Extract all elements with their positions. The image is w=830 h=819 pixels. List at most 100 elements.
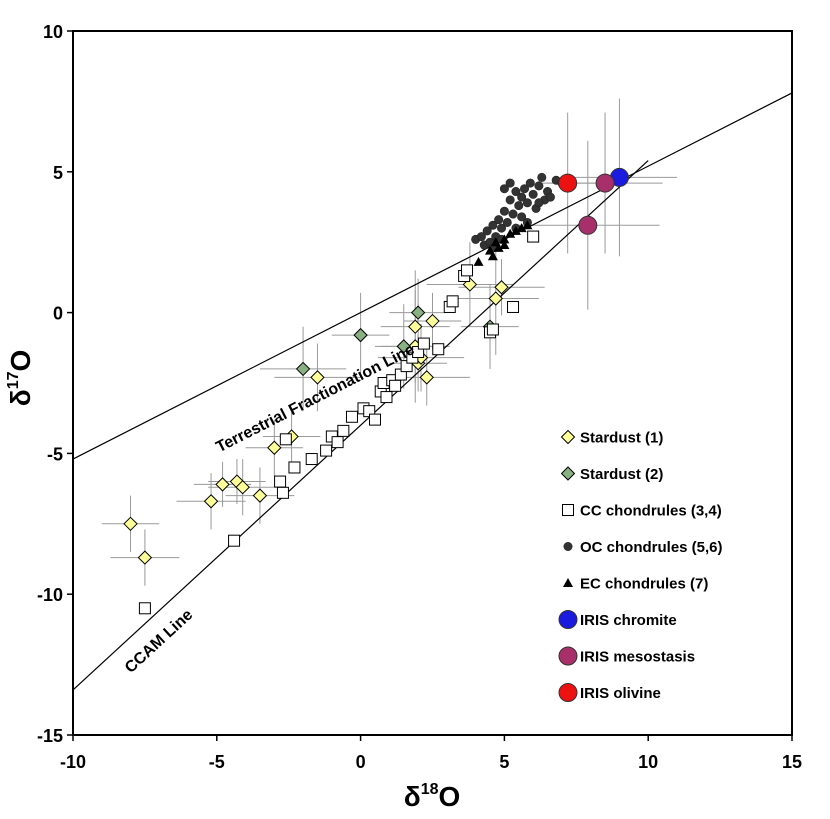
oc-chondrules-5-6-point	[476, 232, 486, 242]
ticks-layer: -10 -5 0 5 10 15 10 5 0 -5 -10 -15	[37, 22, 802, 772]
cc-chondrules-3-4-point	[331, 436, 344, 449]
cc-chondrules-3-4-point	[274, 475, 287, 488]
legend: Stardust (1) Stardust (2) CC chondrules (3…	[558, 429, 723, 702]
ec-chondrules-7-point	[473, 256, 484, 266]
cc-chondrules-3-4-point	[461, 264, 474, 277]
legend-marker-iris-chromite	[558, 610, 578, 629]
y-tick-label: -15	[37, 726, 63, 746]
oc-chondrules-5-6-point	[517, 192, 527, 202]
ec-chondrules-7-point	[505, 228, 516, 238]
cc-chondrules-3-4-point	[432, 343, 445, 356]
x-axis-title: δ18O	[404, 781, 461, 812]
y-axis-title: δ17O	[5, 350, 36, 407]
cc-chondrules-3-4-point	[486, 323, 499, 336]
stardust-2-point	[295, 361, 311, 377]
iris-mesostasis-point	[578, 215, 598, 235]
oc-chondrules-5-6-point	[534, 181, 544, 191]
ec-chondrules-7-point	[516, 223, 527, 233]
legend-label-iris-olivine: IRIS olivine	[580, 685, 661, 702]
legend-label-stardust-1: Stardust (1)	[580, 430, 663, 447]
oc-chondrules-5-6-point	[482, 226, 492, 236]
cc-chondrules-3-4-point	[138, 602, 151, 615]
y-tick-label: 5	[53, 163, 63, 183]
cc-chondrules-3-4-point	[345, 410, 358, 423]
oc-chondrules-5-6-point	[505, 195, 515, 205]
legend-label-ec-chondrules-7: EC chondrules (7)	[580, 576, 708, 593]
cc-chondrules-3-4-point	[527, 230, 540, 243]
y-tick-label: 10	[43, 22, 63, 42]
oc-chondrules-5-6-point	[497, 223, 507, 233]
stardust-1-point	[310, 370, 325, 385]
cc-chondrules-3-4-point	[337, 424, 350, 437]
stardust-1-point	[215, 477, 230, 492]
stardust-1-point	[235, 479, 250, 495]
oc-chondrules-5-6-point	[517, 212, 527, 222]
oc-chondrules-5-6-point	[502, 217, 512, 227]
legend-marker-iris-olivine	[558, 683, 578, 702]
x-tick-label: -10	[60, 752, 86, 772]
cc-chondrules-3-4-point	[288, 461, 301, 474]
x-tick-label: -5	[209, 752, 225, 772]
legend-label-iris-mesostasis: IRIS mesostasis	[580, 649, 695, 666]
cc-chondrules-3-4-point	[380, 391, 393, 404]
legend-marker-iris-mesostasis	[558, 646, 578, 666]
stardust-1-point	[419, 370, 434, 385]
x-tick-label: 10	[638, 752, 658, 772]
stardust-1-point	[252, 488, 268, 503]
oc-chondrules-5-6-point	[520, 184, 530, 194]
stardust-1-point	[137, 550, 153, 565]
stardust-1-point	[494, 280, 509, 295]
stardust-1-point	[488, 291, 503, 306]
oc-chondrules-5-6-point	[522, 198, 532, 208]
legend-marker-ec-chondrules-7	[563, 578, 573, 587]
oc-chondrules-5-6-point	[499, 184, 509, 194]
x-tick-label: 5	[499, 752, 509, 772]
oc-chondrules-5-6-point	[488, 220, 498, 230]
oc-chondrules-5-6-point	[505, 178, 515, 188]
ec-chondrules-7-point	[522, 220, 533, 230]
cc-chondrules-3-4-point	[228, 534, 241, 547]
terrestrial-fractionation-line	[72, 92, 793, 460]
ccam-line	[72, 160, 649, 691]
y-tick-label: 0	[53, 304, 63, 324]
oc-chondrules-5-6-point	[525, 178, 535, 188]
legend-marker-cc-chondrules-3-4	[562, 504, 574, 516]
cc-chondrules-3-4-point	[305, 453, 318, 466]
iris-olivine-point	[558, 173, 578, 193]
reference-lines-layer	[72, 92, 793, 691]
stardust-1-point	[203, 494, 219, 509]
legend-marker-stardust-2	[560, 466, 576, 481]
oc-chondrules-5-6-point	[534, 198, 544, 208]
cc-chondrules-3-4-point	[276, 486, 289, 499]
ec-chondrules-7-point	[510, 225, 521, 235]
cc-chondrules-3-4-point	[417, 337, 430, 350]
stardust-2-point	[396, 339, 411, 354]
ccam-line-label: CCAM Line	[122, 606, 196, 676]
stardust-2-point	[410, 305, 426, 320]
ec-chondrules-7-point	[487, 251, 498, 261]
y-tick-label: -5	[47, 444, 63, 464]
legend-label-cc-chondrules-3-4: CC chondrules (3,4)	[580, 503, 722, 520]
ec-chondrules-7-point	[499, 240, 510, 250]
legend-label-oc-chondrules-5-6: OC chondrules (5,6)	[580, 539, 723, 556]
y-tick-label: -10	[37, 585, 63, 605]
stardust-1-point	[425, 313, 440, 329]
oc-chondrules-5-6-point	[537, 172, 547, 182]
ec-chondrules-7-point	[493, 242, 504, 252]
oc-chondrules-5-6-point	[494, 215, 504, 225]
iris-mesostasis-point	[595, 173, 615, 193]
data-points-layer	[123, 167, 629, 615]
stardust-1-point	[267, 440, 282, 455]
legend-marker-oc-chondrules-5-6	[563, 541, 573, 551]
cc-chondrules-3-4-point	[446, 295, 459, 308]
legend-marker-stardust-1	[560, 429, 576, 445]
stardust-1-point	[408, 319, 423, 334]
cc-chondrules-3-4-point	[389, 379, 402, 392]
oc-chondrules-5-6-point	[545, 192, 555, 202]
oc-chondrules-5-6-point	[499, 206, 509, 216]
oc-chondrules-5-6-point	[508, 209, 518, 219]
oc-chondrules-5-6-point	[528, 189, 538, 199]
cc-chondrules-3-4-point	[507, 300, 520, 313]
cc-chondrules-3-4-point	[279, 433, 292, 446]
